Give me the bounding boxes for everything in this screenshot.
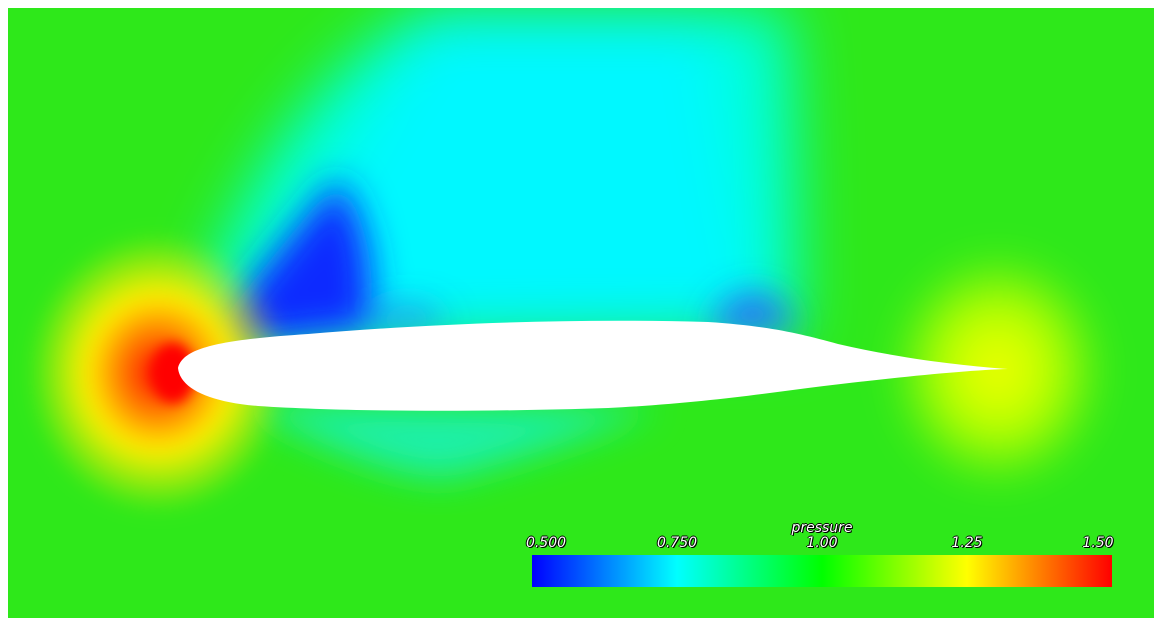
colorbar-tick-label: 1.50 [1082, 535, 1114, 551]
pressure-field [8, 8, 1154, 618]
stagnation-core [151, 343, 195, 403]
colorbar-title: pressure [791, 520, 853, 536]
lower-surface-region [238, 403, 658, 478]
colorbar [532, 555, 1112, 587]
colorbar-tick-label: 0.750 [656, 535, 698, 551]
trailing-edge-region [888, 250, 1108, 490]
colorbar-tick-label: 0.500 [525, 535, 567, 551]
colorbar-tick-label: 1.00 [806, 535, 838, 551]
colorbar-gradient [532, 555, 1112, 587]
airfoil [178, 320, 1008, 411]
colorbar-tick-label: 1.25 [951, 535, 983, 551]
pressure-field-view [8, 8, 1154, 618]
